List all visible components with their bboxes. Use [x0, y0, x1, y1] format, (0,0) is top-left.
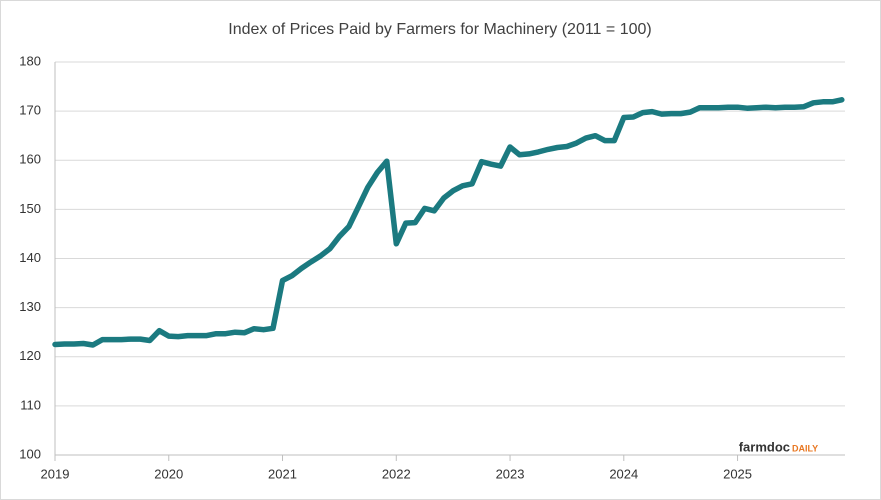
y-tick-label: 110 [20, 397, 41, 412]
x-tick-label: 2023 [496, 466, 525, 481]
y-tick-label: 140 [19, 250, 41, 265]
chart-title: Index of Prices Paid by Farmers for Mach… [228, 21, 651, 38]
y-tick-label: 130 [19, 299, 41, 314]
y-tick-label: 150 [19, 201, 41, 216]
y-tick-label: 170 [19, 103, 41, 118]
logo-accent: DAILY [792, 443, 818, 453]
x-tick-label: 2019 [41, 466, 70, 481]
y-tick-label: 120 [19, 348, 41, 363]
x-tick-label: 2024 [609, 466, 638, 481]
y-tick-label: 100 [19, 446, 41, 461]
y-tick-label: 160 [19, 152, 41, 167]
y-tick-label: 180 [19, 53, 41, 68]
logo-main: farmdoc [739, 439, 790, 454]
x-tick-label: 2020 [154, 466, 183, 481]
x-tick-label: 2022 [382, 466, 411, 481]
x-tick-label: 2021 [268, 466, 297, 481]
x-tick-label: 2025 [723, 466, 752, 481]
data-line [52, 97, 845, 348]
